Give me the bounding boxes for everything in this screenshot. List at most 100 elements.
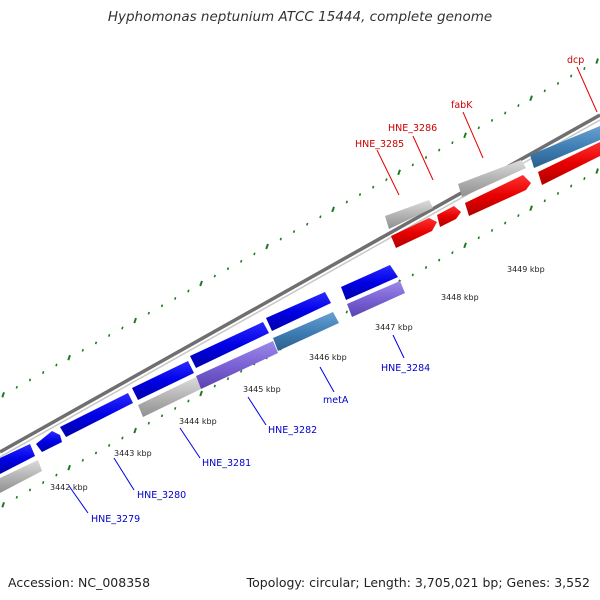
gene-dcp[interactable] <box>538 142 600 185</box>
minor-tick <box>213 384 216 388</box>
topology-text: Topology: circular; Length: 3,705,021 bp… <box>246 575 590 590</box>
minor-tick <box>543 199 546 203</box>
gene-hne-3281[interactable] <box>132 361 194 400</box>
minor-tick <box>438 148 441 152</box>
gene-hne-3284[interactable] <box>341 265 398 300</box>
scale-labels: 3442 kbp 3443 kbp 3444 kbp 3445 kbp 3446… <box>50 265 545 492</box>
feature-purple-2[interactable] <box>347 281 405 317</box>
minor-tick <box>279 237 282 241</box>
minor-tick <box>94 341 98 345</box>
map-title: Hyphomonas neptunium ATCC 15444, complet… <box>107 9 493 25</box>
feature-steel-dcp-region[interactable] <box>530 126 600 168</box>
forward-label-leaders <box>376 66 598 196</box>
pseudogene-grey-2[interactable] <box>458 160 526 197</box>
major-tick <box>265 243 269 250</box>
gene-hne-3280-b[interactable] <box>60 393 133 437</box>
minor-tick <box>372 185 375 189</box>
minor-tick <box>187 289 190 293</box>
minor-tick <box>108 333 111 337</box>
minor-tick <box>477 236 480 240</box>
minor-tick <box>81 458 84 462</box>
reverse-gene-labels: HNE_3279 HNE_3280 HNE_3281 HNE_3282 metA… <box>91 363 430 525</box>
major-tick <box>199 280 203 287</box>
gene-label[interactable]: HNE_3282 <box>268 425 317 436</box>
minor-tick <box>345 310 348 314</box>
minor-tick <box>121 436 124 440</box>
minor-tick <box>55 473 58 477</box>
minor-tick <box>213 274 216 278</box>
gene-hne-3280-a[interactable] <box>36 431 62 452</box>
major-tick <box>67 354 71 361</box>
minor-tick <box>451 141 454 145</box>
minor-tick <box>345 200 348 204</box>
forward-gene-labels: HNE_3285 HNE_3286 fabK dcp <box>355 55 584 150</box>
major-tick <box>595 58 599 64</box>
gene-label[interactable]: HNE_3281 <box>202 458 251 469</box>
minor-tick <box>108 443 111 447</box>
gene-fabk[interactable] <box>465 175 531 216</box>
accession-text: Accession: NC_008358 <box>8 575 151 590</box>
scale-label: 3449 kbp <box>507 265 545 274</box>
minor-tick <box>42 481 45 484</box>
minor-tick <box>583 67 586 70</box>
minor-tick <box>240 259 243 263</box>
scale-label: 3445 kbp <box>243 385 281 394</box>
gene-hne-3282[interactable] <box>190 322 269 368</box>
minor-tick <box>160 304 164 308</box>
minor-tick <box>253 252 256 256</box>
minor-tick <box>174 296 177 300</box>
major-tick <box>463 132 467 139</box>
gene-label[interactable]: dcp <box>567 55 584 66</box>
gene-label[interactable]: HNE_3286 <box>388 123 437 134</box>
major-tick <box>331 206 335 213</box>
minor-tick <box>28 488 32 492</box>
minor-tick <box>517 214 520 218</box>
gene-meta[interactable] <box>266 292 331 331</box>
major-tick <box>133 317 137 324</box>
minor-tick <box>385 178 388 182</box>
scale-label: 3446 kbp <box>309 353 347 362</box>
forward-strand-features <box>385 126 600 248</box>
gene-label[interactable]: HNE_3279 <box>91 514 140 525</box>
minor-tick <box>226 267 230 271</box>
minor-tick <box>490 228 494 232</box>
minor-tick <box>490 118 494 122</box>
minor-tick <box>55 363 58 367</box>
gene-hne-3279[interactable] <box>0 444 35 474</box>
minor-tick <box>424 266 428 269</box>
minor-tick <box>570 74 573 78</box>
gene-label[interactable]: metA <box>323 395 349 406</box>
feature-steel-meta[interactable] <box>273 312 339 351</box>
gene-label[interactable]: HNE_3285 <box>355 139 404 150</box>
gene-label[interactable]: HNE_3280 <box>137 490 186 501</box>
minor-tick <box>94 451 98 455</box>
gene-hne-3285[interactable] <box>391 218 437 248</box>
minor-tick <box>147 421 150 425</box>
minor-tick <box>226 377 230 381</box>
major-tick <box>1 391 5 398</box>
minor-tick <box>517 104 520 108</box>
pseudogene-grey-3[interactable] <box>0 460 42 493</box>
major-tick <box>199 390 203 397</box>
minor-tick <box>411 273 414 277</box>
minor-tick <box>292 230 296 234</box>
minor-tick <box>556 81 560 85</box>
minor-tick <box>147 311 150 315</box>
gene-hne-3286[interactable] <box>437 206 461 227</box>
minor-tick <box>358 193 362 197</box>
major-tick <box>397 169 401 176</box>
feature-purple-1[interactable] <box>196 341 278 389</box>
minor-tick <box>438 258 441 262</box>
scale-label: 3448 kbp <box>441 293 479 302</box>
gene-label[interactable]: fabK <box>451 100 473 111</box>
major-tick <box>529 205 533 212</box>
minor-tick <box>319 215 322 219</box>
pseudogene-grey-1[interactable] <box>385 200 433 229</box>
scale-label: 3444 kbp <box>179 417 217 426</box>
scale-label: 3442 kbp <box>50 483 88 492</box>
pseudogene-grey-4[interactable] <box>138 377 201 417</box>
minor-tick <box>187 399 190 403</box>
gene-label[interactable]: HNE_3284 <box>381 363 430 374</box>
